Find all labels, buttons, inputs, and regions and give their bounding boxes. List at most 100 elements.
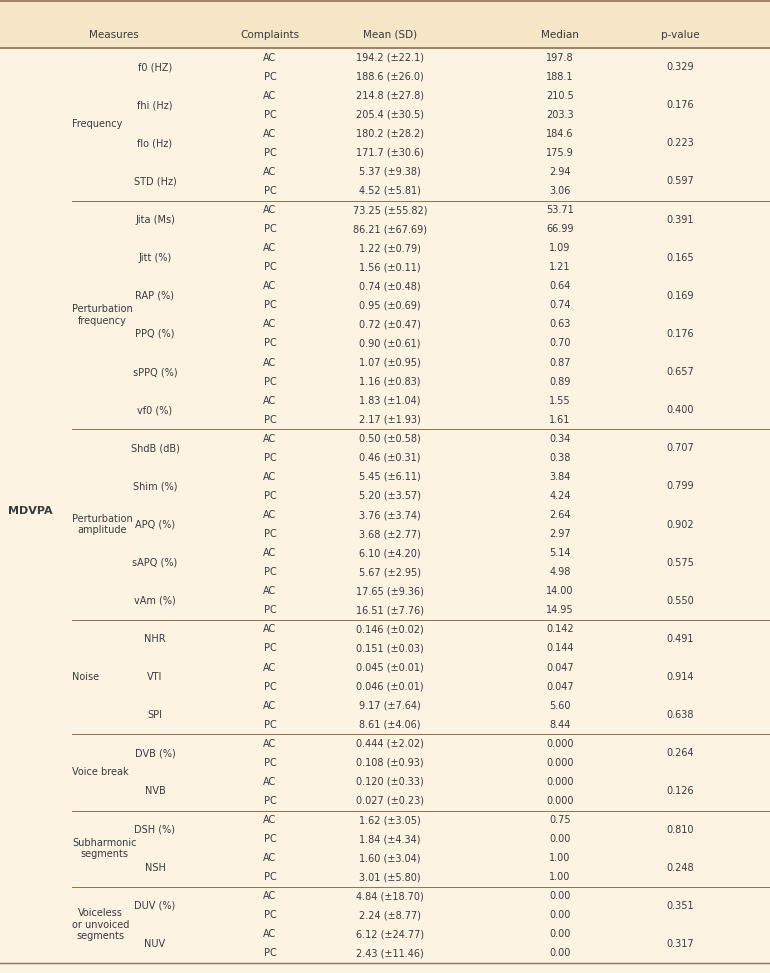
- Text: PC: PC: [263, 949, 276, 958]
- Text: 3.06: 3.06: [549, 186, 571, 196]
- Text: fhi (Hz): fhi (Hz): [137, 100, 172, 110]
- Text: PC: PC: [263, 911, 276, 920]
- Text: PPQ (%): PPQ (%): [136, 329, 175, 339]
- Text: PC: PC: [263, 262, 276, 272]
- Text: 1.84 (±4.34): 1.84 (±4.34): [360, 834, 420, 845]
- Text: 0.142: 0.142: [546, 625, 574, 634]
- Text: AC: AC: [263, 205, 276, 215]
- Text: 1.62 (±3.05): 1.62 (±3.05): [359, 815, 421, 825]
- Text: AC: AC: [263, 891, 276, 901]
- Text: 0.00: 0.00: [549, 929, 571, 939]
- Text: 0.74: 0.74: [549, 301, 571, 310]
- Text: PC: PC: [263, 643, 276, 654]
- Text: NUV: NUV: [145, 939, 166, 949]
- Text: 5.20 (±3.57): 5.20 (±3.57): [359, 491, 421, 501]
- Text: Perturbation
amplitude: Perturbation amplitude: [72, 514, 132, 535]
- Text: Jitt (%): Jitt (%): [139, 253, 172, 263]
- Text: 0.87: 0.87: [549, 357, 571, 368]
- Text: 0.64: 0.64: [549, 281, 571, 291]
- Text: 0.248: 0.248: [666, 863, 694, 873]
- Text: PC: PC: [263, 339, 276, 348]
- Text: STD (Hz): STD (Hz): [134, 176, 176, 187]
- Text: PC: PC: [263, 567, 276, 577]
- Text: 0.317: 0.317: [666, 939, 694, 949]
- Text: 53.71: 53.71: [546, 205, 574, 215]
- Text: 3.76 (±3.74): 3.76 (±3.74): [359, 510, 421, 520]
- Text: 8.44: 8.44: [549, 720, 571, 730]
- Text: AC: AC: [263, 510, 276, 520]
- Text: 0.000: 0.000: [546, 776, 574, 787]
- Text: 0.00: 0.00: [549, 891, 571, 901]
- Text: 0.902: 0.902: [666, 520, 694, 529]
- Text: 0.223: 0.223: [666, 138, 694, 148]
- Text: PC: PC: [263, 491, 276, 501]
- Text: 0.351: 0.351: [666, 901, 694, 911]
- Text: 0.000: 0.000: [546, 739, 574, 749]
- Text: 0.400: 0.400: [666, 405, 694, 415]
- Text: p-value: p-value: [661, 30, 699, 40]
- Text: Jita (Ms): Jita (Ms): [135, 215, 175, 225]
- Text: 0.38: 0.38: [549, 452, 571, 463]
- Text: 0.707: 0.707: [666, 444, 694, 453]
- Text: 6.12 (±24.77): 6.12 (±24.77): [356, 929, 424, 939]
- Text: 188.1: 188.1: [546, 72, 574, 82]
- Text: Voiceless
or unvoiced
segments: Voiceless or unvoiced segments: [72, 908, 129, 942]
- Text: 197.8: 197.8: [546, 53, 574, 62]
- Text: PC: PC: [263, 872, 276, 883]
- Text: 0.00: 0.00: [549, 911, 571, 920]
- Text: DUV (%): DUV (%): [135, 901, 176, 911]
- Text: vf0 (%): vf0 (%): [137, 405, 172, 415]
- Text: 4.24: 4.24: [549, 491, 571, 501]
- Text: Measures: Measures: [89, 30, 139, 40]
- Text: AC: AC: [263, 396, 276, 406]
- Text: NVB: NVB: [145, 786, 166, 797]
- Text: ShdB (dB): ShdB (dB): [131, 444, 179, 453]
- Text: Median: Median: [541, 30, 579, 40]
- Text: 203.3: 203.3: [546, 110, 574, 120]
- Text: 0.72 (±0.47): 0.72 (±0.47): [359, 319, 421, 330]
- Text: 2.17 (±1.93): 2.17 (±1.93): [359, 414, 421, 425]
- Text: flo (Hz): flo (Hz): [137, 138, 172, 148]
- Text: 1.83 (±1.04): 1.83 (±1.04): [360, 396, 420, 406]
- Text: AC: AC: [263, 929, 276, 939]
- Text: 1.60 (±3.04): 1.60 (±3.04): [360, 853, 420, 863]
- Text: 4.84 (±18.70): 4.84 (±18.70): [356, 891, 424, 901]
- Text: 0.329: 0.329: [666, 62, 694, 72]
- Text: AC: AC: [263, 739, 276, 749]
- Text: 0.047: 0.047: [546, 682, 574, 692]
- Text: 14.95: 14.95: [546, 605, 574, 615]
- Text: 0.047: 0.047: [546, 663, 574, 672]
- Text: Frequency: Frequency: [72, 120, 122, 129]
- Text: Shim (%): Shim (%): [132, 482, 177, 491]
- Text: AC: AC: [263, 776, 276, 787]
- Text: AC: AC: [263, 90, 276, 100]
- Text: 0.75: 0.75: [549, 815, 571, 825]
- Text: 2.64: 2.64: [549, 510, 571, 520]
- Text: 5.67 (±2.95): 5.67 (±2.95): [359, 567, 421, 577]
- Text: 194.2 (±22.1): 194.2 (±22.1): [356, 53, 424, 62]
- Text: AC: AC: [263, 434, 276, 444]
- Text: 210.5: 210.5: [546, 90, 574, 100]
- Text: AC: AC: [263, 319, 276, 330]
- Text: NHR: NHR: [144, 634, 166, 644]
- Text: 0.391: 0.391: [666, 215, 694, 225]
- Text: 171.7 (±30.6): 171.7 (±30.6): [356, 148, 424, 158]
- Text: 5.60: 5.60: [549, 701, 571, 710]
- Text: 1.00: 1.00: [549, 853, 571, 863]
- Text: 5.45 (±6.11): 5.45 (±6.11): [359, 472, 421, 482]
- Text: AC: AC: [263, 128, 276, 139]
- Text: 2.94: 2.94: [549, 167, 571, 177]
- Text: 180.2 (±28.2): 180.2 (±28.2): [356, 128, 424, 139]
- Text: 0.108 (±0.93): 0.108 (±0.93): [357, 758, 424, 768]
- Text: 2.24 (±8.77): 2.24 (±8.77): [359, 911, 421, 920]
- Text: PC: PC: [263, 148, 276, 158]
- Text: 0.165: 0.165: [666, 253, 694, 263]
- Text: 14.00: 14.00: [546, 587, 574, 596]
- Text: 0.50 (±0.58): 0.50 (±0.58): [359, 434, 421, 444]
- Text: AC: AC: [263, 853, 276, 863]
- Text: 0.70: 0.70: [549, 339, 571, 348]
- Text: 0.169: 0.169: [666, 291, 694, 301]
- Text: sPPQ (%): sPPQ (%): [132, 367, 177, 378]
- Text: PC: PC: [263, 186, 276, 196]
- Text: Mean (SD): Mean (SD): [363, 30, 417, 40]
